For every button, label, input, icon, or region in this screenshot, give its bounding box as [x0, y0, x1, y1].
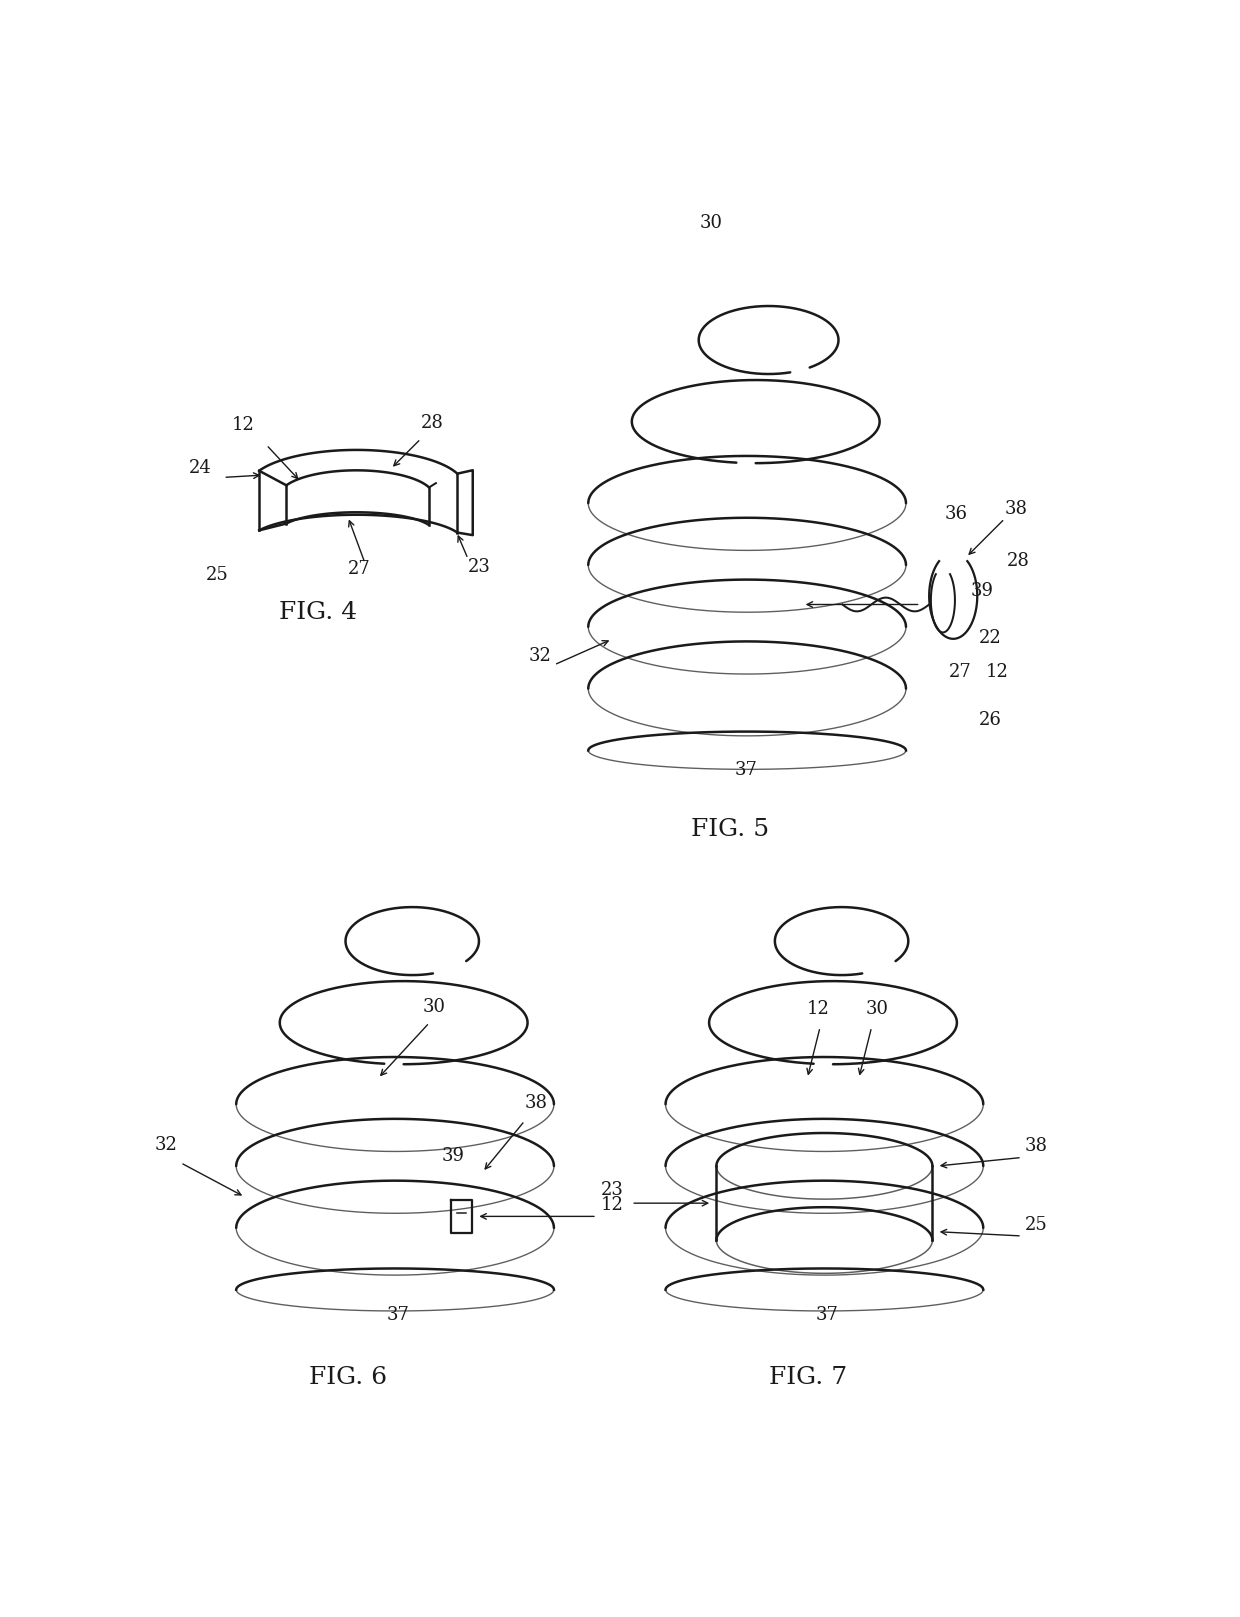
Text: FIG. 4: FIG. 4 [279, 602, 357, 624]
Text: 12: 12 [601, 1197, 624, 1214]
Text: 37: 37 [734, 760, 758, 778]
Text: 25: 25 [1024, 1216, 1048, 1234]
Text: 36: 36 [945, 505, 967, 522]
Text: 27: 27 [348, 561, 371, 579]
Text: 30: 30 [699, 215, 723, 233]
Text: 39: 39 [971, 582, 993, 600]
Text: 12: 12 [232, 416, 254, 435]
Text: 26: 26 [978, 711, 1002, 729]
Text: 24: 24 [188, 459, 212, 477]
Text: 22: 22 [978, 629, 1002, 647]
Text: 38: 38 [1004, 500, 1028, 519]
Text: FIG. 5: FIG. 5 [692, 818, 770, 841]
Text: 27: 27 [949, 663, 972, 681]
Text: 39: 39 [443, 1148, 465, 1166]
Text: 32: 32 [528, 647, 551, 665]
Text: 38: 38 [525, 1093, 548, 1112]
Text: 30: 30 [866, 999, 889, 1019]
Text: 37: 37 [816, 1307, 838, 1324]
Text: 32: 32 [155, 1135, 177, 1155]
Text: 28: 28 [420, 414, 444, 432]
Text: 28: 28 [1007, 551, 1029, 569]
Text: 12: 12 [807, 999, 830, 1019]
Text: 23: 23 [467, 558, 491, 576]
Text: 23: 23 [601, 1180, 624, 1198]
Text: 25: 25 [206, 566, 229, 584]
Text: FIG. 7: FIG. 7 [769, 1366, 847, 1389]
Text: FIG. 6: FIG. 6 [309, 1366, 387, 1389]
Text: 38: 38 [1024, 1137, 1048, 1155]
Text: 30: 30 [423, 998, 445, 1015]
Text: 12: 12 [986, 663, 1008, 681]
Text: 37: 37 [387, 1307, 409, 1324]
